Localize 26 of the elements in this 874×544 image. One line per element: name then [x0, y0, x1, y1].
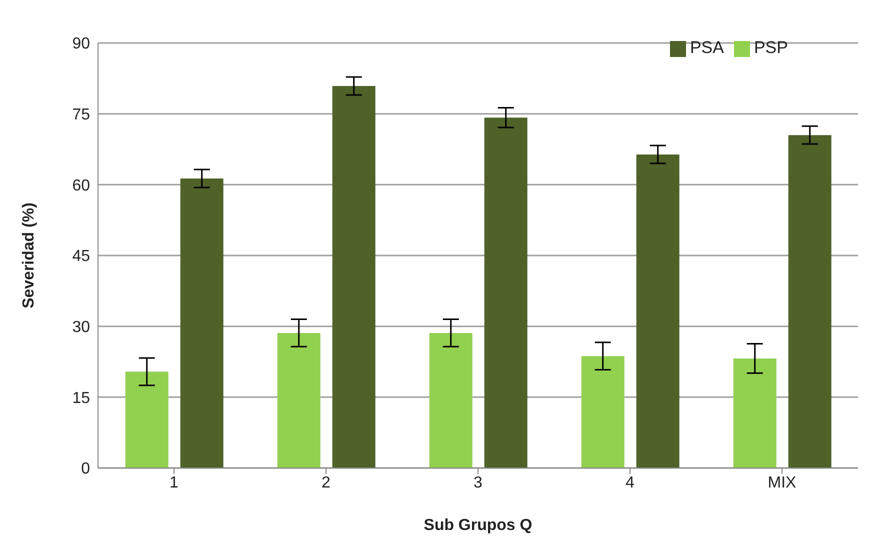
- bar: [484, 118, 528, 468]
- x-tick-label: 1: [170, 474, 179, 492]
- y-axis-title: Severidad (%): [20, 202, 38, 308]
- y-tick-label: 15: [72, 390, 90, 407]
- bar: [180, 178, 224, 468]
- x-tick-label: MIX: [768, 474, 797, 492]
- x-tick-label: 2: [322, 474, 331, 492]
- y-tick-label: 90: [72, 36, 90, 53]
- bar: [125, 372, 168, 468]
- bar: [733, 358, 776, 468]
- x-tick-label: 4: [626, 474, 635, 492]
- legend-label: PSP: [754, 38, 788, 57]
- y-tick-label: 45: [72, 248, 90, 266]
- x-tick-label: 3: [474, 474, 483, 492]
- y-tick-label: 0: [81, 460, 90, 478]
- bar: [581, 356, 624, 468]
- bar: [277, 332, 320, 468]
- bar: [429, 332, 472, 468]
- legend-label: PSA: [690, 38, 724, 57]
- bar: [788, 135, 832, 468]
- y-tick-label: 60: [72, 177, 90, 194]
- y-tick-label: 30: [72, 319, 90, 336]
- y-tick-label: 75: [72, 106, 90, 124]
- bar: [636, 154, 680, 468]
- bar: [332, 86, 376, 468]
- x-axis-title: Sub Grupos Q: [424, 517, 532, 534]
